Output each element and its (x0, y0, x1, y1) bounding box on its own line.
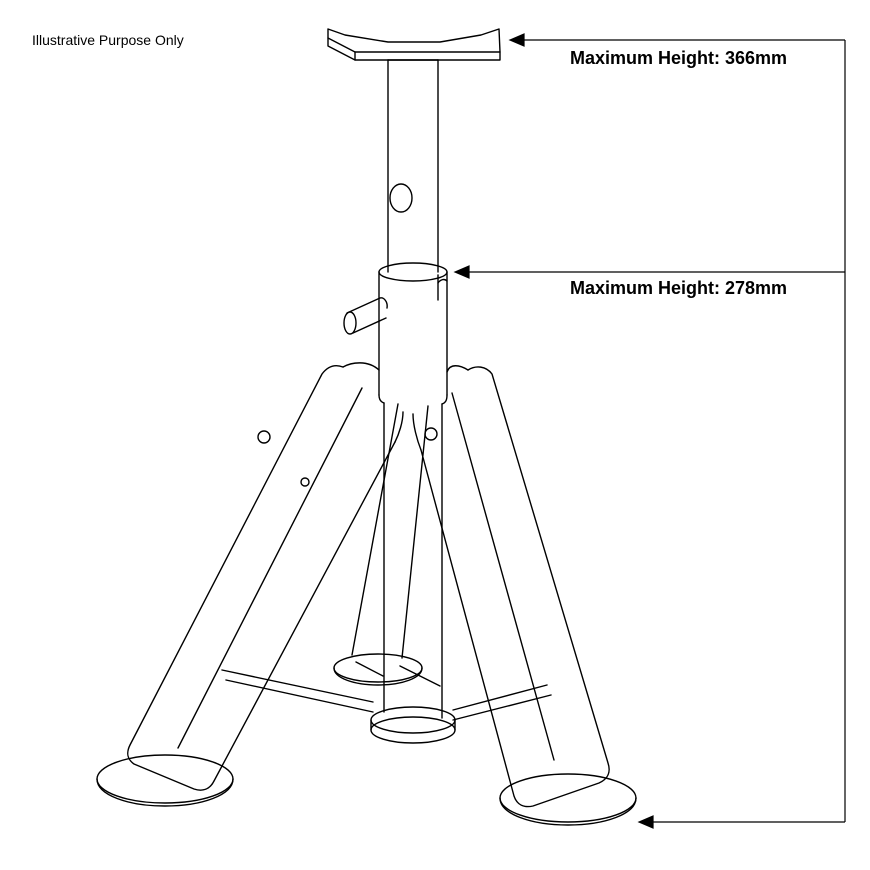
jack-stand-diagram (0, 0, 870, 870)
